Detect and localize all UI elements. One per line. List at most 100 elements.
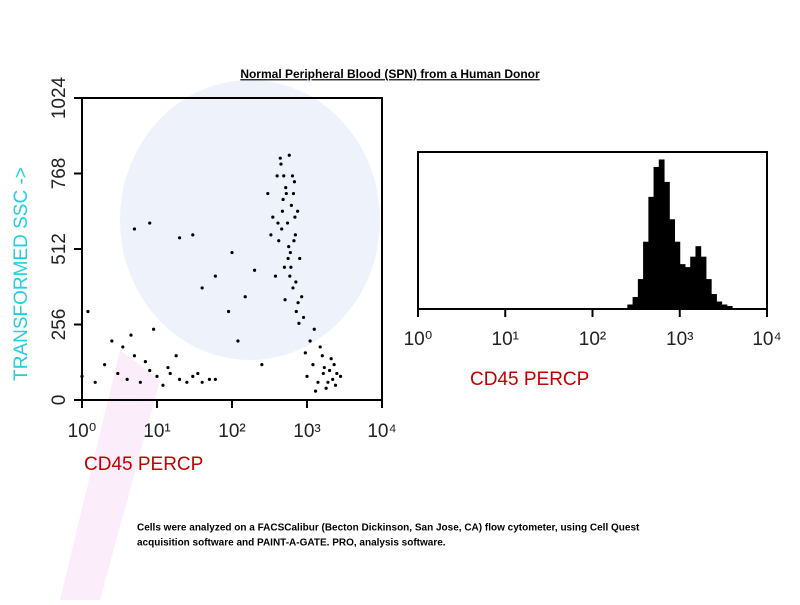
x-tick-label: 10³ <box>666 329 693 350</box>
dot <box>313 389 318 393</box>
dot <box>291 191 296 196</box>
dot <box>148 221 152 225</box>
dot <box>311 363 315 367</box>
dot <box>280 209 285 213</box>
histogram-bar <box>705 279 712 309</box>
dot <box>168 371 172 376</box>
dot <box>236 339 240 343</box>
histogram-bar <box>721 304 728 309</box>
histogram-bar <box>643 241 649 309</box>
histogram-bar <box>674 241 681 309</box>
dot <box>129 333 133 337</box>
x-tick-label: 10³ <box>293 421 320 442</box>
dot <box>293 215 297 219</box>
dot <box>143 360 147 364</box>
dot <box>284 191 288 196</box>
dot <box>93 380 97 384</box>
dot <box>326 380 330 384</box>
dot <box>132 354 137 358</box>
dot <box>196 371 200 376</box>
histogram-bar <box>679 264 686 309</box>
dot <box>335 371 339 376</box>
dot <box>298 256 302 261</box>
histogram-bar <box>653 166 660 309</box>
dot <box>294 280 298 284</box>
dot <box>284 186 288 190</box>
caption: acquisition software and PAINT-A-GATE. P… <box>137 538 446 549</box>
dot <box>207 377 212 381</box>
dot <box>177 377 182 381</box>
dot <box>260 363 264 367</box>
dot <box>177 236 182 240</box>
dot <box>316 380 320 384</box>
histogram-bar <box>632 297 639 309</box>
dot <box>301 315 306 320</box>
dot <box>80 374 84 379</box>
dot <box>285 221 290 225</box>
dot <box>292 180 297 184</box>
dot <box>110 339 114 343</box>
dot <box>303 351 307 355</box>
chart-title: Normal Peripheral Blood (SPN) from a Hum… <box>240 67 540 81</box>
dot <box>278 156 282 160</box>
dot <box>327 368 332 373</box>
dot <box>282 265 287 269</box>
y-tick-label: 512 <box>49 233 70 265</box>
dot <box>275 174 279 178</box>
x-tick-label: 10² <box>218 421 245 442</box>
dot <box>116 371 120 376</box>
dot <box>151 327 156 331</box>
dot <box>287 245 291 249</box>
dot <box>296 301 300 305</box>
histogram-bar <box>669 219 676 309</box>
dot <box>185 380 189 384</box>
histogram-bar <box>627 304 634 309</box>
dot <box>286 256 290 261</box>
y-tick-label: 1024 <box>49 76 70 119</box>
dot <box>121 345 125 349</box>
dot <box>290 174 295 178</box>
dot <box>277 239 281 243</box>
dot <box>291 286 295 290</box>
dot <box>138 380 142 384</box>
dot <box>324 386 328 390</box>
histogram-bar <box>637 279 644 309</box>
dot <box>252 268 257 272</box>
x-tick-label: 10¹ <box>143 421 170 442</box>
dot <box>243 295 247 299</box>
dot <box>322 365 326 370</box>
histogram-bar <box>648 196 655 309</box>
dot <box>273 274 278 278</box>
dot <box>321 371 325 376</box>
y-axis-label: TRANSFORMED SSC -> <box>11 167 32 381</box>
dot <box>191 233 195 237</box>
dot <box>288 250 292 255</box>
dot <box>308 339 312 343</box>
caption: Cells were analyzed on a FACSCalibur (Be… <box>137 523 640 534</box>
dot <box>166 365 170 370</box>
dot <box>148 368 152 373</box>
dot <box>213 274 217 278</box>
dot <box>332 363 336 367</box>
x-axis-label: CD45 PERCP <box>84 454 203 475</box>
dot <box>320 354 324 358</box>
dot <box>280 227 284 231</box>
dot <box>266 191 270 196</box>
dot <box>86 309 90 314</box>
dot <box>289 265 293 269</box>
dot <box>289 203 294 207</box>
dot <box>282 174 286 178</box>
dot <box>226 309 231 314</box>
histogram-bar <box>711 294 717 309</box>
x-tick-label: 10⁴ <box>752 329 781 350</box>
dot <box>125 377 129 381</box>
plot-frame <box>417 151 768 310</box>
dot <box>174 354 178 358</box>
dot <box>338 374 343 379</box>
dot <box>300 295 304 299</box>
x-tick-label: 10¹ <box>492 329 519 350</box>
dot <box>276 221 280 225</box>
x-axis-label: CD45 PERCP <box>470 369 589 390</box>
